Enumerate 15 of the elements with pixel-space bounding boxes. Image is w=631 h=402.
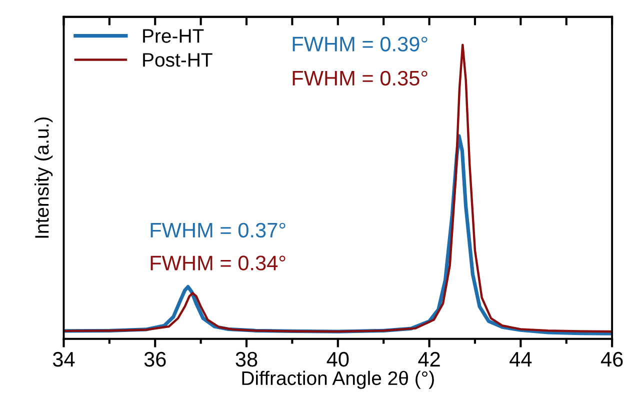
annotation: FWHM = 0.35° — [292, 70, 428, 86]
x-axis-title: Diffraction Angle 2θ (°) — [242, 370, 434, 389]
x-tick-label: 36 — [144, 352, 166, 367]
y-axis-title: Intensity (a.u.) — [34, 117, 53, 238]
annotation: FWHM = 0.39° — [292, 36, 428, 52]
x-tick-label: 46 — [600, 352, 623, 367]
annotation: FWHM = 0.34° — [150, 256, 286, 270]
x-tick-label: 34 — [52, 352, 75, 367]
x-tick-label: 38 — [236, 352, 258, 367]
x-tick-label: 40 — [326, 352, 349, 367]
x-tick-label: 42 — [418, 352, 440, 366]
legend-label: Pre-HT — [143, 29, 204, 43]
x-tick-label: 44 — [510, 352, 532, 366]
legend-label: Post-HT — [143, 53, 212, 67]
annotation: FWHM = 0.37° — [150, 222, 286, 238]
